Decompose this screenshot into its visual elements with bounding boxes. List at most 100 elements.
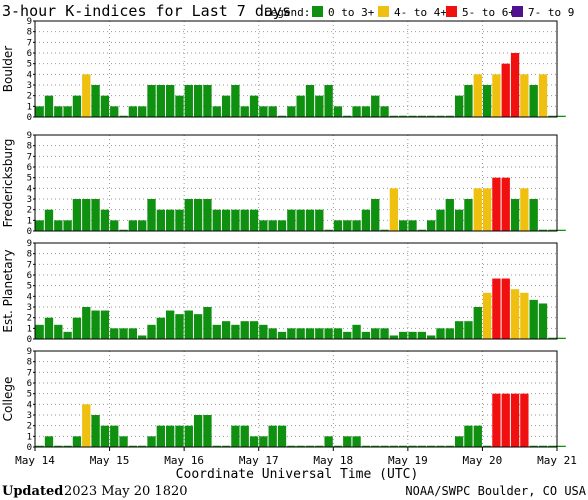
y-tick-label: 1 bbox=[27, 324, 32, 334]
bar bbox=[259, 220, 268, 231]
bar bbox=[63, 445, 72, 447]
y-tick-label: 9 bbox=[27, 131, 32, 141]
x-tick-label: May 17 bbox=[239, 454, 279, 467]
bar bbox=[473, 74, 482, 117]
x-tick-label: May 19 bbox=[388, 454, 428, 467]
bar bbox=[343, 115, 352, 117]
bar bbox=[315, 445, 324, 447]
bar bbox=[520, 393, 529, 447]
y-tick-label: 6 bbox=[27, 49, 32, 59]
bar bbox=[100, 95, 110, 117]
legend-swatch-purple bbox=[512, 6, 523, 17]
panel-frame bbox=[34, 20, 558, 118]
bar bbox=[119, 229, 128, 231]
bar bbox=[184, 425, 193, 447]
bar bbox=[277, 425, 287, 447]
bar bbox=[193, 199, 203, 231]
bar bbox=[464, 85, 473, 117]
bar bbox=[249, 95, 259, 117]
bar bbox=[454, 95, 464, 117]
bar bbox=[72, 317, 82, 339]
bar bbox=[147, 85, 156, 117]
bar bbox=[184, 85, 193, 117]
bar bbox=[520, 292, 529, 339]
bar bbox=[436, 209, 445, 231]
bar bbox=[249, 436, 259, 447]
bar bbox=[324, 436, 333, 447]
bar bbox=[492, 278, 501, 339]
bar bbox=[352, 436, 361, 447]
bar bbox=[427, 445, 436, 447]
bar bbox=[287, 445, 296, 447]
bar bbox=[333, 220, 343, 231]
bar bbox=[352, 324, 361, 339]
bar bbox=[156, 209, 165, 231]
bar bbox=[510, 289, 520, 339]
y-tick-label: 6 bbox=[27, 163, 32, 173]
footer-updated-value: 2023 May 20 1820 bbox=[64, 484, 188, 499]
legend-swatch-yellow bbox=[378, 6, 389, 17]
bar bbox=[35, 220, 44, 231]
bar bbox=[296, 328, 305, 339]
x-tick-label: May 14 bbox=[15, 454, 55, 467]
bar bbox=[54, 445, 63, 447]
bar bbox=[333, 445, 343, 447]
y-tick-label: 7 bbox=[27, 38, 32, 48]
bar bbox=[203, 415, 212, 447]
bar bbox=[464, 425, 473, 447]
bar bbox=[91, 199, 100, 231]
bar bbox=[501, 278, 510, 339]
bar bbox=[128, 328, 138, 339]
bar bbox=[193, 85, 203, 117]
bar bbox=[44, 436, 54, 447]
bar bbox=[399, 445, 408, 447]
bar bbox=[110, 220, 119, 231]
y-tick-label: 5 bbox=[27, 174, 32, 184]
bar bbox=[91, 310, 100, 339]
bar bbox=[361, 445, 371, 447]
bar bbox=[352, 220, 361, 231]
panel-name: Boulder bbox=[1, 46, 15, 93]
legend-label: Legend: bbox=[264, 6, 310, 19]
y-tick-label: 2 bbox=[27, 92, 32, 102]
bar bbox=[128, 445, 138, 447]
bar bbox=[212, 445, 221, 447]
bar bbox=[482, 445, 492, 447]
bar bbox=[156, 317, 165, 339]
legend-swatch-green bbox=[312, 6, 323, 17]
panel-frame bbox=[34, 350, 558, 448]
bar bbox=[538, 229, 548, 231]
bar bbox=[63, 331, 72, 339]
bar bbox=[100, 310, 110, 339]
y-tick-label: 3 bbox=[27, 81, 32, 91]
x-axis-ticks: May 14 May 15 May 16 May 17 May 18 May 19 May … bbox=[15, 447, 577, 467]
bar bbox=[538, 445, 548, 447]
bar bbox=[520, 74, 529, 117]
y-tick-label: 5 bbox=[27, 60, 32, 70]
bar bbox=[221, 321, 231, 339]
bar bbox=[380, 106, 389, 117]
bar bbox=[380, 328, 389, 339]
legend-swatch-red bbox=[446, 6, 457, 17]
x-axis-title: Coordinate Universal Time (UTC) bbox=[176, 467, 419, 482]
bar bbox=[305, 85, 315, 117]
bar bbox=[231, 324, 240, 339]
bar bbox=[277, 115, 287, 117]
bar bbox=[371, 445, 380, 447]
bar bbox=[110, 106, 119, 117]
bar bbox=[501, 177, 510, 231]
y-tick-label: 5 bbox=[27, 282, 32, 292]
y-tick-label: 2 bbox=[27, 314, 32, 324]
bar bbox=[147, 324, 156, 339]
bar bbox=[240, 106, 249, 117]
bar bbox=[399, 115, 408, 117]
y-tick-label: 1 bbox=[27, 432, 32, 442]
bar bbox=[417, 445, 426, 447]
bar bbox=[193, 415, 203, 447]
bar bbox=[548, 445, 557, 447]
bar bbox=[166, 85, 175, 117]
bar bbox=[166, 209, 175, 231]
y-tick-label: 9 bbox=[27, 17, 32, 27]
